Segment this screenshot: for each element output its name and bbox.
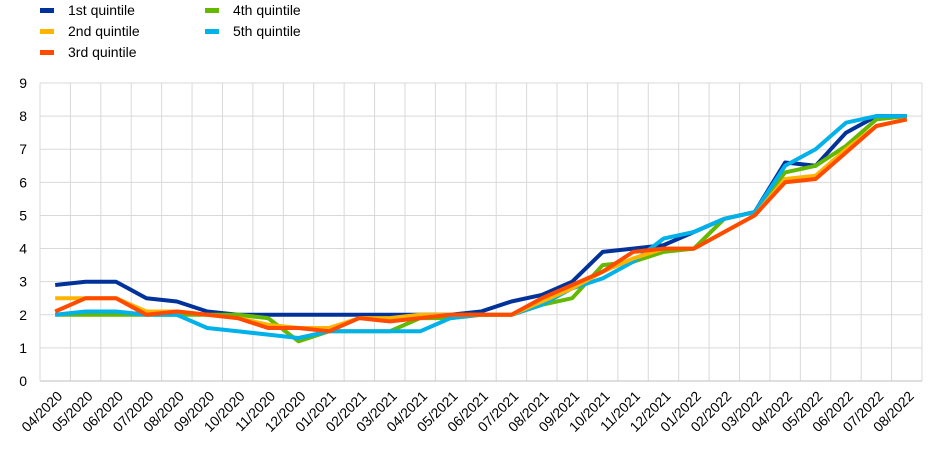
axes [39, 83, 922, 382]
legend-label: 1st quintile [68, 2, 135, 18]
y-tick-label: 3 [19, 274, 27, 290]
legend-label: 4th quintile [233, 2, 301, 18]
legend-swatch [205, 28, 219, 34]
legend-label: 3rd quintile [68, 44, 137, 60]
y-tick-label: 6 [19, 174, 27, 190]
gridlines [40, 82, 923, 381]
series-line-5 [54, 117, 908, 334]
y-tick-label: 4 [19, 241, 27, 257]
y-tick-label: 7 [19, 141, 27, 157]
y-tick-labels: 0 1 2 3 4 5 6 7 8 9 [19, 75, 27, 389]
legend-item: 3rd quintile [40, 44, 137, 60]
y-tick-label: 5 [19, 207, 27, 223]
legend: 1st quintile 2nd quintile 3rd quintile 4th … [0, 0, 948, 62]
legend-label: 5th quintile [233, 23, 301, 39]
legend-swatch [40, 7, 54, 13]
legend-label: 2nd quintile [68, 23, 140, 39]
x-tick-labels: 04/202005/202006/202007/202008/202009/20… [18, 388, 917, 435]
legend-item: 1st quintile [40, 2, 135, 18]
legend-swatch [205, 7, 219, 13]
legend-item: 5th quintile [205, 23, 301, 39]
y-tick-label: 1 [19, 340, 27, 356]
series-lines [54, 114, 908, 344]
y-tick-label: 8 [19, 108, 27, 124]
y-tick-label: 0 [19, 373, 27, 389]
legend-swatch [40, 28, 54, 34]
legend-item: 2nd quintile [40, 23, 140, 39]
y-tick-label: 9 [19, 75, 27, 91]
y-tick-label: 2 [19, 307, 27, 323]
legend-item: 4th quintile [205, 2, 301, 18]
series-line-3 [55, 117, 908, 330]
legend-swatch [40, 49, 54, 55]
series-line-2 [55, 114, 908, 344]
